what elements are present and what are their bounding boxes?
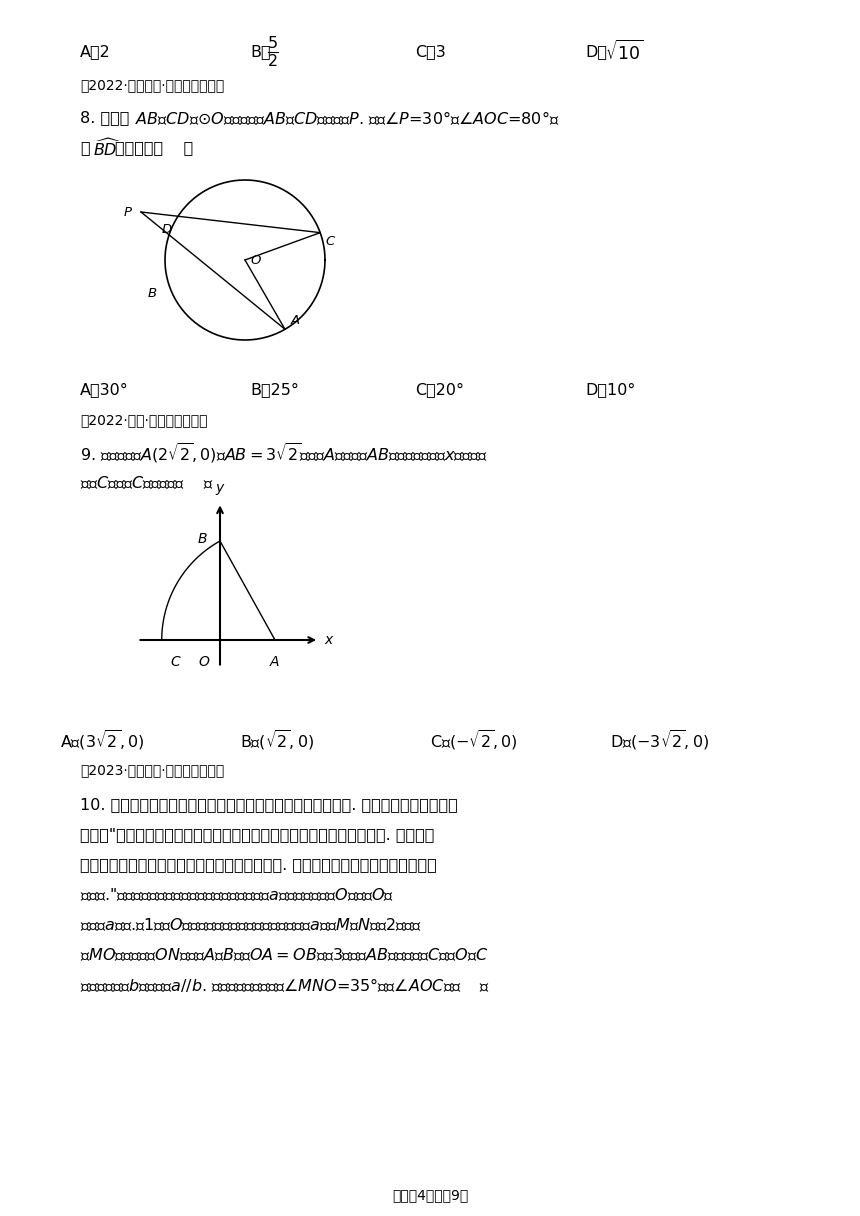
Text: （2023·甘肃兰州·统考中考真题）: （2023·甘肃兰州·统考中考真题）	[80, 762, 224, 777]
Text: 试卷第4页，共9页: 试卷第4页，共9页	[392, 1188, 468, 1201]
Text: C．$(-\sqrt{2},0)$: C．$(-\sqrt{2},0)$	[430, 728, 518, 751]
Text: $O$: $O$	[250, 253, 262, 266]
Text: $\widehat{BD}$: $\widehat{BD}$	[93, 137, 121, 159]
Text: $B$: $B$	[197, 533, 208, 546]
Text: B．25°: B．25°	[250, 383, 299, 398]
Text: 9. 如图所示，$A(2\sqrt{2},0)$，$AB=3\sqrt{2}$，以点$A$为圆心，$AB$长为半径画弧交$x$轴负半轴: 9. 如图所示，$A(2\sqrt{2},0)$，$AB=3\sqrt{2}$，…	[80, 441, 488, 465]
Text: B．: B．	[250, 45, 271, 60]
Text: $O$: $O$	[198, 655, 210, 669]
Text: $P$: $P$	[123, 206, 133, 219]
Text: （2022·山东聊城·统考中考真题）: （2022·山东聊城·统考中考真题）	[80, 78, 224, 92]
Text: A．$(3\sqrt{2},0)$: A．$(3\sqrt{2},0)$	[60, 728, 144, 751]
Text: $A$: $A$	[269, 655, 280, 669]
Text: $A$: $A$	[290, 314, 301, 327]
Text: 直线与$a$平行.（1）以$O$为圆心，单位长为半径作圆，交直线$a$于点$M$，$N$；（2）分别: 直线与$a$平行.（1）以$O$为圆心，单位长为半径作圆，交直线$a$于点$M$…	[80, 917, 422, 934]
Text: $AB$，$CD$是⊙$O$的弦，延长$AB$，$CD$相交于点$P$. 已知∠$P$=30°，∠$AOC$=80°，: $AB$，$CD$是⊙$O$的弦，延长$AB$，$CD$相交于点$P$. 已知∠…	[135, 109, 559, 126]
Text: 8. 如图，: 8. 如图，	[80, 111, 129, 125]
Text: D．10°: D．10°	[585, 383, 636, 398]
Text: $y$: $y$	[215, 482, 225, 497]
Text: A．2: A．2	[80, 45, 111, 60]
Text: 于点$C$，则点$C$的坐标为（    ）: 于点$C$，则点$C$的坐标为（ ）	[80, 474, 213, 491]
Text: $C$: $C$	[170, 655, 182, 669]
Text: $\sqrt{10}$: $\sqrt{10}$	[605, 40, 643, 64]
Text: B．$(\sqrt{2},0)$: B．$(\sqrt{2},0)$	[240, 728, 314, 751]
Text: 记载："正朝夕：先树一东方；揆一表却去前表十步，以参望日始出北廉. 日直入，: 记载："正朝夕：先树一东方；揆一表却去前表十步，以参望日始出北廉. 日直入，	[80, 828, 434, 843]
Text: 又树一表于东方，因西方之表，以参望日入北廉. 则定东方两表之中与西方之表，则: 又树一表于东方，因西方之表，以参望日入北廉. 则定东方两表之中与西方之表，则	[80, 857, 437, 873]
Text: 在$MO$的延长线及$ON$上取点$A$，$B$，使$OA=OB$；（3）连接$AB$，取其中点$C$，过$O$，$C$: 在$MO$的延长线及$ON$上取点$A$，$B$，使$OA=OB$；（3）连接$…	[80, 946, 488, 963]
Text: C．3: C．3	[415, 45, 445, 60]
Text: 则: 则	[80, 141, 89, 156]
Text: D．: D．	[585, 45, 607, 60]
Text: D．$(-3\sqrt{2},0)$: D．$(-3\sqrt{2},0)$	[610, 728, 710, 751]
Text: $D$: $D$	[161, 223, 173, 236]
Text: $B$: $B$	[147, 287, 157, 300]
Text: C．20°: C．20°	[415, 383, 464, 398]
Text: $C$: $C$	[325, 235, 336, 248]
Text: $x$: $x$	[324, 634, 335, 647]
Text: 5: 5	[268, 35, 278, 51]
Text: 的度数是（    ）: 的度数是（ ）	[115, 141, 194, 156]
Text: 两点确定直线$b$，则直线$a//b$. 按以上作图顺序，若∠$MNO$=35°，则∠$AOC$＝（    ）: 两点确定直线$b$，则直线$a//b$. 按以上作图顺序，若∠$MNO$=35°…	[80, 976, 489, 993]
Text: 东西也."如图，用几何语言叙述作图方法：已知直线$a$和直线外一定点$O$，过点$O$作: 东西也."如图，用几何语言叙述作图方法：已知直线$a$和直线外一定点$O$，过点…	[80, 886, 394, 903]
Text: A．30°: A．30°	[80, 383, 129, 398]
Text: 2: 2	[268, 54, 278, 68]
Text: （2022·青海·统考中考真题）: （2022·青海·统考中考真题）	[80, 413, 207, 427]
Text: 10. 我国古代天文学确定方向的方法中蕴藏了平行线的作图法. 如《淮南子天文训》中: 10. 我国古代天文学确定方向的方法中蕴藏了平行线的作图法. 如《淮南子天文训》…	[80, 798, 458, 812]
